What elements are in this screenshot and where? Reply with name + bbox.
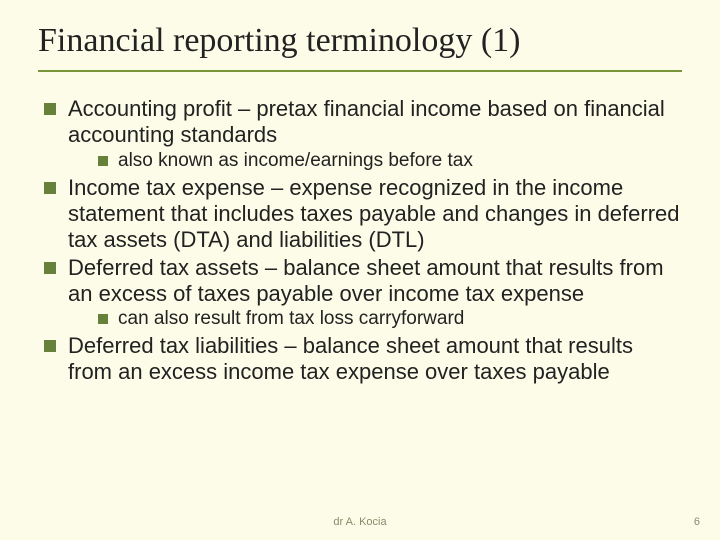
bullet-item: Deferred tax liabilities – balance sheet… (38, 333, 682, 385)
sub-bullet-item: also known as income/earnings before tax (94, 150, 682, 173)
sub-bullet-list: also known as income/earnings before tax (68, 150, 682, 173)
footer-author: dr A. Kocia (0, 516, 720, 528)
bullet-text: Deferred tax liabilities – balance sheet… (68, 333, 633, 384)
slide-title: Financial reporting terminology (1) (38, 22, 682, 72)
bullet-item: Accounting profit – pretax financial inc… (38, 96, 682, 173)
bullet-item: Income tax expense – expense recognized … (38, 175, 682, 253)
sub-bullet-list: can also result from tax loss carryforwa… (68, 308, 682, 331)
bullet-text: Income tax expense – expense recognized … (68, 175, 680, 252)
sub-bullet-item: can also result from tax loss carryforwa… (94, 308, 682, 331)
bullet-text: Deferred tax assets – balance sheet amou… (68, 255, 664, 306)
bullet-item: Deferred tax assets – balance sheet amou… (38, 255, 682, 332)
sub-bullet-text: also known as income/earnings before tax (118, 150, 473, 171)
footer-page-number: 6 (694, 516, 700, 528)
sub-bullet-text: can also result from tax loss carryforwa… (118, 308, 464, 329)
bullet-list: Accounting profit – pretax financial inc… (38, 96, 682, 385)
slide-container: Financial reporting terminology (1) Acco… (0, 0, 720, 385)
bullet-text: Accounting profit – pretax financial inc… (68, 96, 665, 147)
